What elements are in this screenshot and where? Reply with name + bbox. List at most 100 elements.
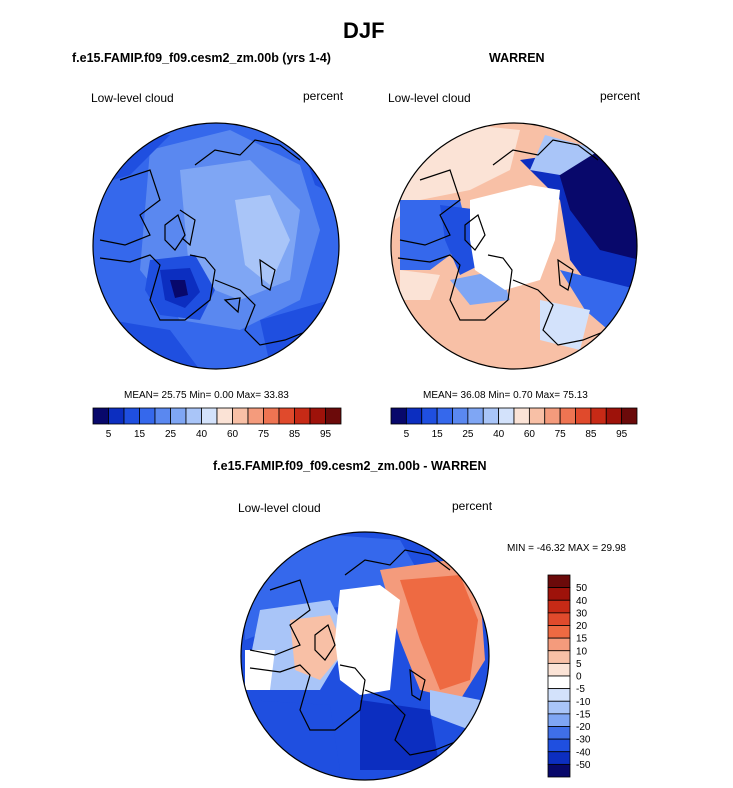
diff-colorbar-tick-label: 20 xyxy=(576,621,588,632)
left-colorbar-box xyxy=(216,407,233,425)
left-colorbar-box xyxy=(154,407,171,425)
right-colorbar-tick-label: 25 xyxy=(462,429,474,440)
right-colorbar-box xyxy=(436,407,453,425)
right-variable-label: Low-level cloud xyxy=(388,91,471,105)
diff-colorbar-box xyxy=(547,726,571,740)
left-colorbar-tick-label: 85 xyxy=(289,429,301,440)
right-colorbar-tick-label: 75 xyxy=(555,429,567,440)
right-mean-label: MEAN= xyxy=(423,390,458,401)
left-colorbar-box xyxy=(108,407,125,425)
diff-colorbar-tick-label: 15 xyxy=(576,634,588,645)
left-colorbar-box xyxy=(170,407,187,425)
figure-title: DJF xyxy=(343,18,385,43)
right-colorbar: 5 15 25 40 60 75 85 95 xyxy=(390,407,638,440)
right-colorbar-box xyxy=(544,407,561,425)
diff-colorbar-box xyxy=(547,625,571,639)
left-colorbar-tick-label: 15 xyxy=(134,429,146,440)
right-colorbar-box xyxy=(621,407,638,425)
diff-colorbar-tick-label: -20 xyxy=(576,722,591,733)
left-variable-label: Low-level cloud xyxy=(91,91,174,105)
left-stats: MEAN= 25.75 Min= 0.00 Max= 33.83 xyxy=(124,390,289,401)
diff-colorbar-box xyxy=(547,751,571,765)
diff-colorbar-tick-label: 10 xyxy=(576,646,588,657)
diff-colorbar-box xyxy=(547,574,571,589)
right-units-label: percent xyxy=(600,89,641,103)
right-colorbar-box xyxy=(605,407,623,425)
left-max-value: 33.83 xyxy=(263,390,289,401)
diff-colorbar-tick-label: 30 xyxy=(576,608,588,619)
right-colorbar-box xyxy=(482,407,500,425)
diff-colorbar-box xyxy=(547,599,571,614)
diff-colorbar-box xyxy=(547,713,571,727)
right-colorbar-box xyxy=(513,407,530,425)
diff-panel-title: f.e15.FAMIP.f09_f09.cesm2_zm.00b - WARRE… xyxy=(213,459,487,473)
left-colorbar-box xyxy=(325,407,342,425)
left-panel-title: f.e15.FAMIP.f09_f09.cesm2_zm.00b (yrs 1-… xyxy=(72,51,331,65)
diff-colorbar-tick-label: 5 xyxy=(576,659,582,670)
right-colorbar-box xyxy=(452,407,469,425)
left-colorbar-tick-label: 5 xyxy=(106,429,112,440)
right-mean-value: 36.08 xyxy=(460,390,486,401)
left-colorbar-box xyxy=(247,407,264,425)
right-colorbar-tick-label: 15 xyxy=(432,429,444,440)
left-colorbar-box xyxy=(185,407,202,425)
right-panel-title: WARREN xyxy=(489,51,545,65)
diff-colorbar-box xyxy=(547,612,571,626)
diff-stats: MIN = -46.32 MAX = 29.98 xyxy=(507,543,626,554)
right-max-value: 75.13 xyxy=(562,390,588,401)
right-colorbar-box xyxy=(421,407,438,425)
left-colorbar-tick-label: 60 xyxy=(227,429,239,440)
diff-colorbar-tick-label: -5 xyxy=(576,684,585,695)
left-colorbar: 5 15 25 40 60 75 85 95 xyxy=(92,407,342,440)
left-colorbar-box xyxy=(309,407,326,425)
diff-colorbar-tick-label: 40 xyxy=(576,596,588,607)
left-colorbar-box xyxy=(139,407,156,425)
diff-colorbar-box xyxy=(547,587,571,601)
right-colorbar-box xyxy=(498,407,515,425)
diff-colorbar-box xyxy=(547,650,571,664)
diff-colorbar-box xyxy=(547,738,571,753)
left-colorbar-box xyxy=(294,407,311,425)
diff-colorbar-tick-label: 50 xyxy=(576,583,588,594)
right-stats: MEAN= 36.08 Min= 0.70 Max= 75.13 xyxy=(423,390,588,401)
diff-units-label: percent xyxy=(452,499,493,513)
diff-colorbar-box xyxy=(547,675,571,690)
left-min-label: Min= xyxy=(189,390,212,401)
diff-colorbar-tick-label: -15 xyxy=(576,709,591,720)
diff-colorbar-box xyxy=(547,700,571,715)
diff-colorbar-tick-label: -30 xyxy=(576,735,591,746)
diff-colorbar-box xyxy=(547,662,571,677)
left-colorbar-box xyxy=(263,407,280,425)
right-max-label: Max= xyxy=(535,390,561,401)
diff-variable-label: Low-level cloud xyxy=(238,501,321,515)
left-colorbar-box xyxy=(201,407,218,425)
right-colorbar-box xyxy=(405,407,423,425)
diff-map xyxy=(240,531,490,781)
left-colorbar-box xyxy=(232,407,249,425)
right-colorbar-box xyxy=(559,407,576,425)
left-colorbar-tick-label: 25 xyxy=(165,429,177,440)
left-colorbar-box xyxy=(278,407,295,425)
diff-colorbar-tick-label: -40 xyxy=(576,747,591,758)
right-map xyxy=(390,122,638,370)
left-colorbar-tick-label: 95 xyxy=(320,429,332,440)
diff-colorbar-tick-label: -50 xyxy=(576,760,591,771)
diff-colorbar-tick-label: 0 xyxy=(576,672,582,683)
left-min-value: 0.00 xyxy=(214,390,234,401)
right-colorbar-box xyxy=(590,407,607,425)
left-mean-value: 25.75 xyxy=(161,390,187,401)
right-colorbar-box xyxy=(467,407,484,425)
left-colorbar-tick-label: 75 xyxy=(258,429,270,440)
right-colorbar-tick-label: 40 xyxy=(493,429,505,440)
left-colorbar-tick-label: 40 xyxy=(196,429,208,440)
diff-colorbar-box xyxy=(547,688,571,702)
right-colorbar-box xyxy=(575,407,592,425)
right-colorbar-box xyxy=(390,407,407,425)
right-colorbar-tick-label: 5 xyxy=(404,429,410,440)
left-colorbar-box xyxy=(92,407,109,425)
diff-colorbar-box xyxy=(547,637,571,652)
right-colorbar-tick-label: 85 xyxy=(585,429,597,440)
right-colorbar-box xyxy=(528,407,546,425)
